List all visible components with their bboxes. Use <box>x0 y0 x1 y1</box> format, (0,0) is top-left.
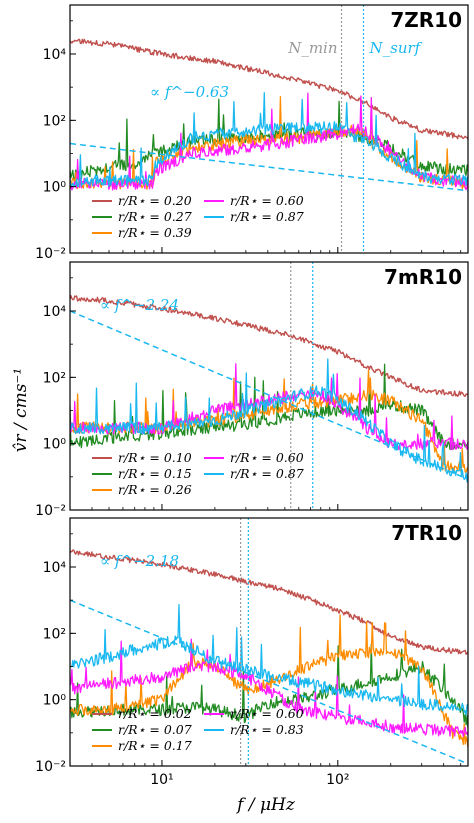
panel-title: 7ZR10 <box>390 8 462 32</box>
series-line-green <box>70 643 468 729</box>
series-line-red <box>70 549 468 655</box>
fit-line <box>70 310 468 480</box>
y-axis-label: v̂r / cms⁻¹ <box>11 368 31 452</box>
y-tick-label: 10² <box>43 626 66 642</box>
legend-label: r/R⋆ = 0.02 <box>118 706 192 721</box>
series-line-magenta <box>70 638 468 738</box>
panel-frame <box>69 517 469 767</box>
legend-label: r/R⋆ = 0.87 <box>230 466 304 481</box>
y-tick-label: 10⁰ <box>43 437 67 453</box>
panel-frame <box>69 4 469 254</box>
series-line-cyan <box>70 603 468 716</box>
series-line-green <box>70 363 468 451</box>
fit-line <box>70 599 468 765</box>
vline-label: N_surf <box>369 39 423 57</box>
panel-7ZR10: 10⁻² 10⁰ 10² 10⁴ 7ZR10 ∝ f^−0.63 N_min N_surf r/… <box>35 4 469 262</box>
y-tick-label: 10⁰ <box>43 180 67 196</box>
fit-label: ∝ f^−2.24 <box>100 296 179 314</box>
panel-7TR10: 10⁻² 10⁰ 10² 10⁴ 10¹ 10² 7TR10 ∝ f^−2.18 r/R⋆ = … <box>35 517 469 788</box>
vline-label: N_min <box>287 39 337 57</box>
y-tick-label: 10⁴ <box>43 47 67 63</box>
y-tick-label: 10⁴ <box>43 304 67 320</box>
legend-label: r/R⋆ = 0.60 <box>230 706 304 721</box>
legend-label: r/R⋆ = 0.83 <box>230 722 304 737</box>
y-tick-label: 10⁰ <box>43 693 67 709</box>
legend-label: r/R⋆ = 0.60 <box>230 193 304 208</box>
x-axis-label: f / μHz <box>235 795 296 815</box>
legend-label: r/R⋆ = 0.07 <box>118 722 192 737</box>
legend-label: r/R⋆ = 0.15 <box>118 466 192 481</box>
y-tick-label: 10² <box>43 113 66 129</box>
panel-title: 7TR10 <box>391 521 462 545</box>
legend-label: r/R⋆ = 0.87 <box>230 209 304 224</box>
series-line-red <box>70 38 468 140</box>
legend-label: r/R⋆ = 0.10 <box>118 450 192 465</box>
y-tick-label: 10⁴ <box>43 560 67 576</box>
series-line-green <box>70 98 468 181</box>
fit-label: ∝ f^−0.63 <box>150 83 229 101</box>
y-tick-label: 10⁻² <box>35 503 66 519</box>
series-line-orange <box>70 369 468 474</box>
x-tick-label: 10¹ <box>150 772 173 788</box>
y-tick-label: 10² <box>43 370 66 386</box>
legend-label: r/R⋆ = 0.17 <box>118 738 192 753</box>
legend-label: r/R⋆ = 0.60 <box>230 450 304 465</box>
legend-label: r/R⋆ = 0.26 <box>118 482 192 497</box>
plot-area <box>70 262 468 510</box>
legend-label: r/R⋆ = 0.39 <box>118 225 192 240</box>
plot-area <box>70 5 468 253</box>
series-line-cyan <box>70 92 468 188</box>
panel-title: 7mR10 <box>384 265 462 289</box>
series-line-magenta <box>70 92 468 191</box>
fit-line <box>70 142 468 192</box>
y-tick-label: 10⁻² <box>35 246 66 262</box>
legend-label: r/R⋆ = 0.20 <box>118 193 192 208</box>
panel-frame <box>69 261 469 511</box>
series-line-red <box>70 295 468 397</box>
plot-area <box>70 518 468 766</box>
legend-label: r/R⋆ = 0.27 <box>118 209 192 224</box>
y-tick-label: 10⁻² <box>35 759 66 775</box>
fit-label: ∝ f^−2.18 <box>100 552 179 570</box>
x-tick-label: 10² <box>326 772 349 788</box>
series-line-orange <box>70 614 468 748</box>
